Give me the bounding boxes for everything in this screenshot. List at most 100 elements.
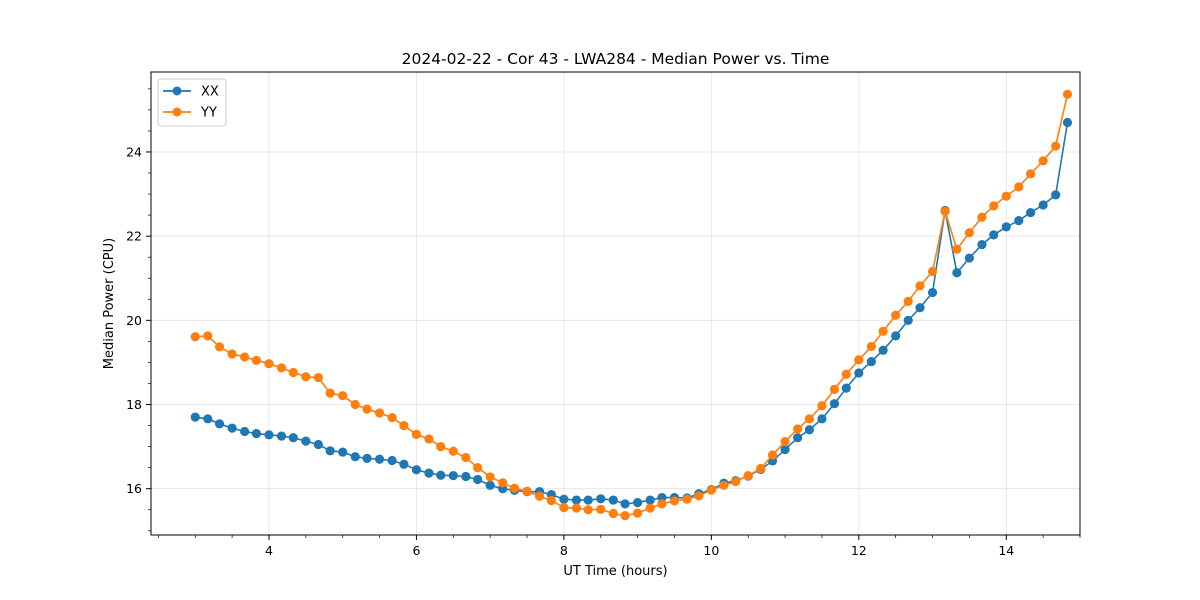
- data-point-yy: [522, 486, 532, 496]
- data-point-xx: [350, 452, 360, 462]
- grid: [151, 72, 1080, 535]
- data-point-yy: [387, 412, 397, 423]
- x-tick-label: 6: [412, 543, 420, 558]
- data-point-yy: [903, 296, 913, 306]
- data-point-xx: [878, 345, 888, 355]
- data-point-yy: [509, 483, 520, 493]
- data-point-yy: [927, 266, 938, 277]
- data-point-yy: [313, 372, 323, 383]
- data-point-xx: [436, 470, 446, 480]
- data-point-xx: [374, 454, 385, 464]
- data-point-xx: [608, 495, 618, 505]
- data-point-xx: [645, 495, 655, 505]
- y-axis-label: Median Power (CPU): [102, 238, 117, 369]
- data-point-xx: [1001, 222, 1011, 232]
- y-tick-label: 24: [126, 144, 142, 159]
- data-point-xx: [227, 423, 237, 433]
- data-point-xx: [424, 468, 434, 478]
- data-point-yy: [915, 281, 925, 291]
- data-point-xx: [620, 499, 630, 509]
- data-point-xx: [596, 494, 606, 504]
- data-point-xx: [866, 356, 876, 367]
- data-point-yy: [756, 463, 766, 474]
- data-point-xx: [1038, 200, 1048, 210]
- data-point-xx: [313, 439, 323, 450]
- data-point-yy: [829, 384, 840, 394]
- data-point-yy: [362, 404, 372, 414]
- data-point-yy: [706, 485, 716, 495]
- legend-label-yy: YY: [200, 106, 217, 121]
- data-point-yy: [743, 471, 753, 481]
- data-point-xx: [276, 431, 287, 441]
- data-point-yy: [633, 508, 643, 518]
- data-point-yy: [190, 332, 200, 342]
- data-point-yy: [977, 212, 987, 222]
- data-point-xx: [780, 444, 790, 455]
- data-point-xx: [793, 433, 803, 443]
- data-point-yy: [325, 388, 335, 398]
- data-point-yy: [645, 503, 655, 513]
- data-point-xx: [301, 436, 311, 446]
- data-point-yy: [1026, 169, 1036, 179]
- data-point-yy: [878, 326, 888, 336]
- legend-label-xx: XX: [201, 85, 219, 100]
- legend-marker-xx: [172, 86, 182, 96]
- data-point-yy: [682, 494, 692, 504]
- data-point-xx: [251, 428, 262, 439]
- data-point-xx: [399, 459, 409, 469]
- data-point-yy: [657, 499, 667, 509]
- data-point-yy: [448, 446, 458, 456]
- data-point-yy: [203, 331, 213, 341]
- plot-frame: [150, 71, 1081, 536]
- data-point-xx: [190, 412, 200, 422]
- data-point-xx: [817, 414, 827, 424]
- data-point-yy: [461, 452, 471, 463]
- x-tick-label: 14: [998, 543, 1014, 558]
- data-point-yy: [841, 369, 851, 379]
- data-point-xx: [288, 433, 298, 443]
- data-point-yy: [1014, 182, 1024, 192]
- x-tick-label: 12: [851, 543, 867, 558]
- data-point-xx: [977, 239, 987, 250]
- data-point-yy: [669, 496, 680, 506]
- data-point-yy: [1001, 191, 1011, 201]
- data-point-yy: [534, 491, 545, 501]
- data-point-yy: [1062, 89, 1073, 99]
- data-point-yy: [731, 476, 741, 487]
- data-point-yy: [940, 206, 950, 216]
- data-point-xx: [1026, 207, 1036, 218]
- data-point-xx: [952, 268, 962, 278]
- chart-title: 2024-02-22 - Cor 43 - LWA284 - Median Po…: [402, 50, 830, 68]
- data-point-yy: [1051, 141, 1061, 151]
- data-point-yy: [964, 228, 975, 238]
- data-point-yy: [780, 436, 790, 447]
- data-point-xx: [485, 480, 495, 490]
- data-point-yy: [793, 424, 803, 434]
- data-point-xx: [203, 414, 213, 424]
- data-point-yy: [240, 352, 250, 362]
- x-tick-label: 4: [265, 543, 273, 558]
- data-point-yy: [1038, 156, 1048, 166]
- data-point-xx: [448, 471, 458, 481]
- x-tick-label: 10: [703, 543, 719, 558]
- series-layer: [190, 89, 1073, 521]
- data-point-yy: [424, 434, 434, 444]
- data-point-yy: [620, 511, 630, 521]
- x-tick-label: 8: [560, 543, 568, 558]
- data-point-xx: [461, 471, 471, 482]
- data-point-xx: [927, 287, 938, 298]
- data-point-xx: [891, 331, 901, 341]
- data-point-yy: [214, 342, 225, 352]
- data-point-xx: [559, 494, 569, 504]
- y-tick-label: 20: [126, 313, 142, 328]
- y-tick-label: 22: [126, 229, 142, 244]
- data-point-yy: [608, 508, 618, 519]
- data-point-xx: [473, 474, 483, 485]
- data-point-yy: [350, 399, 360, 410]
- data-point-yy: [436, 442, 446, 452]
- data-point-yy: [227, 349, 237, 359]
- data-point-xx: [411, 465, 422, 475]
- ticks: 4 6 8 10 12 14 16 18 20 22 24: [126, 88, 1081, 558]
- data-point-yy: [498, 478, 508, 488]
- legend: XX YY: [157, 78, 227, 127]
